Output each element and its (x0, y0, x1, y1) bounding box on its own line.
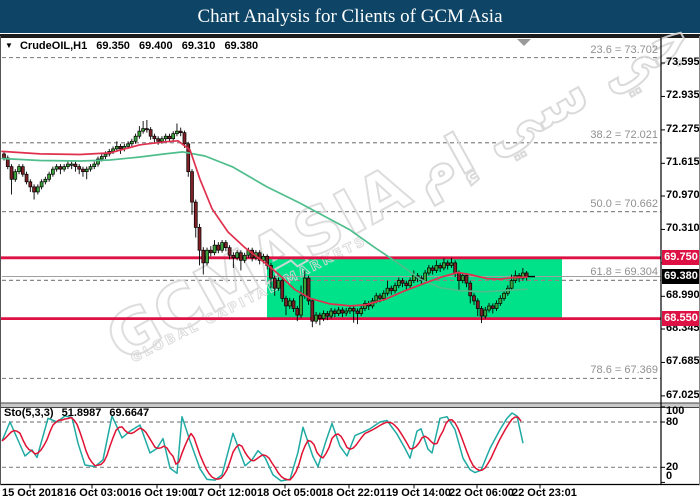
price-axis-label: 71.615 (666, 156, 700, 169)
stochastic-name: Sto(5,3,3) (4, 407, 54, 419)
price-badge: 69.750 (662, 250, 700, 266)
time-axis-label[interactable]: 16 Oct 19:00 (129, 487, 194, 499)
time-axis-label[interactable]: 18 Oct 22:01 (321, 487, 386, 499)
time-axis-label[interactable]: 16 Oct 03:00 (64, 487, 129, 499)
time-axis-label[interactable]: 15 Oct 2018 (2, 487, 64, 499)
price-axis-label: 73.595 (666, 56, 700, 68)
fib-label: 78.6 = 67.369 (590, 364, 658, 377)
time-axis-label[interactable]: 22 Oct 06:00 (449, 487, 514, 499)
chart-window-top-border (0, 34, 700, 38)
price-axis-label: 72.935 (666, 89, 700, 102)
stochastic-scale-label: 0 (666, 470, 673, 482)
stochastic-header: Sto(5,3,3) 51.8987 69.6647 (4, 407, 154, 419)
stochastic-scale-label: 80 (666, 415, 679, 428)
price-axis-label: 67.025 (666, 388, 700, 401)
stochastic-value-k: 51.8987 (61, 407, 102, 419)
price-axis-label: 72.275 (666, 122, 700, 135)
ohlc-low: 69.310 (181, 40, 216, 52)
symbol-dropdown-icon[interactable]: ▼ (5, 41, 13, 50)
ohlc-close: 69.380 (224, 40, 259, 52)
price-badge: 69.380 (662, 269, 700, 285)
symbol-label: CrudeOIL,H1 (19, 40, 88, 52)
price-axis-label: 70.310 (666, 222, 700, 235)
time-axis-label[interactable]: 22 Oct 23:01 (512, 487, 577, 499)
time-axis-label[interactable]: 18 Oct 05:00 (257, 487, 322, 499)
chart-shift-triangle-icon (517, 39, 531, 46)
fib-label: 50.0 = 70.662 (590, 197, 658, 210)
stochastic-scale-label: 20 (666, 460, 679, 473)
price-badge: 68.550 (662, 311, 700, 327)
fib-label: 23.6 = 73.702 (590, 43, 658, 56)
window-title: Chart Analysis for Clients of GCM Asia (197, 6, 503, 27)
ohlc-open: 69.350 (96, 40, 130, 52)
price-axis-label: 68.990 (666, 289, 700, 302)
time-axis-label[interactable]: 19 Oct 14:00 (386, 487, 451, 499)
chart-header: ▼ CrudeOIL,H1 69.350 69.400 69.310 69.38… (5, 40, 258, 52)
ohlc-high: 69.400 (139, 40, 173, 52)
stochastic-value-d: 69.6647 (109, 407, 150, 419)
price-axis-label: 70.970 (666, 188, 700, 201)
title-bar: Chart Analysis for Clients of GCM Asia (0, 0, 700, 33)
stochastic-scale-label: 100 (666, 405, 685, 417)
fib-label: 38.2 = 72.021 (590, 128, 658, 141)
fib-label: 61.8 = 69.304 (590, 266, 658, 279)
price-axis-label: 67.685 (666, 355, 700, 368)
chart-window-left-border (0, 36, 1, 485)
time-axis-label[interactable]: 17 Oct 12:00 (192, 487, 257, 499)
